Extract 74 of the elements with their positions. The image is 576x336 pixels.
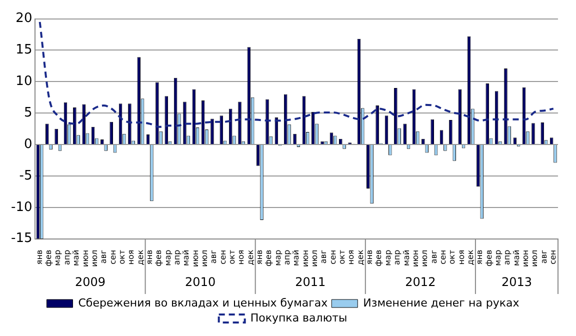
line-series <box>38 20 554 128</box>
x-tick-label: мар <box>383 250 392 266</box>
x-tick-label: май <box>512 250 521 266</box>
x-tick-label: май <box>292 250 301 266</box>
x-tick-label: фев <box>154 250 164 266</box>
y-tick-label: 0 <box>24 136 32 152</box>
x-tick-label: мар <box>493 250 502 266</box>
x-tick-label: фев <box>264 250 274 266</box>
legend-label: Покупка валюты <box>250 311 348 324</box>
y-tick-label: 10 <box>16 74 32 90</box>
x-tick-label: сен <box>438 250 448 264</box>
x-tick-label: ноя <box>236 250 246 265</box>
x-tick-label: июн <box>520 250 530 268</box>
x-tick-label: авг <box>209 250 218 264</box>
x-tick-label: ноя <box>456 250 466 265</box>
x-tick-label: янв <box>365 250 374 265</box>
text: 2010 <box>185 275 216 290</box>
x-tick-label: мар <box>53 250 62 266</box>
y-tick-label: 5 <box>24 105 32 120</box>
text: 2009 <box>74 275 106 290</box>
x-tick-label: окт <box>338 250 347 264</box>
x-tick-label: фев <box>374 250 384 266</box>
x-tick-label: май <box>402 250 411 266</box>
x-tick-label: июл <box>200 250 209 267</box>
y-tick-label: -10 <box>11 200 32 215</box>
x-tick-label: апр <box>172 250 182 266</box>
x-tick-label: янв <box>34 250 44 265</box>
text: 2013 <box>501 275 532 290</box>
x-tick-label: апр <box>502 250 512 266</box>
x-tick-label: сен <box>218 250 228 264</box>
x-tick-label: фев <box>44 250 54 266</box>
x-tick-label: апр <box>282 250 292 266</box>
legend-label: Изменение денег на руках <box>363 296 520 310</box>
y-tick-label: -15 <box>11 231 32 246</box>
x-tick-label: ноя <box>346 250 356 265</box>
x-tick-label: окт <box>448 250 457 264</box>
x-tick-label: сен <box>328 250 338 264</box>
x-tick-label: апр <box>62 250 72 266</box>
x-tick-label: сен <box>108 250 118 264</box>
x-tick-label: окт <box>227 250 236 264</box>
x-tick-label: авг <box>319 250 328 264</box>
x-tick-label: янв <box>475 250 484 265</box>
x-tick-label: июн <box>410 250 420 268</box>
x-tick-label: июл <box>310 250 320 267</box>
x-tick-label: окт <box>117 250 126 264</box>
text: 2012 <box>405 275 436 290</box>
x-tick-label: мар <box>273 250 282 266</box>
x-tick-label: июл <box>90 250 99 267</box>
x-tick-label: мар <box>163 250 172 266</box>
x-tick-label: сен <box>548 250 558 264</box>
x-tick-label: фев <box>484 250 494 266</box>
x-tick-label: дек <box>136 250 145 266</box>
text: 2011 <box>295 275 326 290</box>
x-tick-label: авг <box>99 250 108 264</box>
x-tick-label: авг <box>539 250 548 264</box>
x-tick-label: дек <box>246 250 255 266</box>
x-tick-label: май <box>72 250 81 266</box>
x-tick-label: май <box>182 250 191 266</box>
y-tick-label: 20 <box>16 11 32 26</box>
x-tick-label: июн <box>190 250 200 268</box>
x-tick-label: янв <box>255 250 264 265</box>
x-tick-label: апр <box>392 250 402 266</box>
x-tick-label: июл <box>420 250 430 267</box>
y-tick-label: -5 <box>19 168 32 184</box>
x-tick-label: янв <box>144 250 154 265</box>
x-tick-label: авг <box>429 250 438 264</box>
x-tick-label: дек <box>356 250 365 266</box>
x-tick-label: июн <box>80 250 90 268</box>
x-tick-label: июл <box>530 250 540 267</box>
x-tick-label: июн <box>300 250 310 268</box>
y-tick-label: 15 <box>16 42 32 58</box>
legend-label: Сбережения во вкладах и ценных бумагах <box>78 296 328 310</box>
x-tick-label: дек <box>466 250 475 266</box>
x-tick-label: ноя <box>126 250 136 265</box>
